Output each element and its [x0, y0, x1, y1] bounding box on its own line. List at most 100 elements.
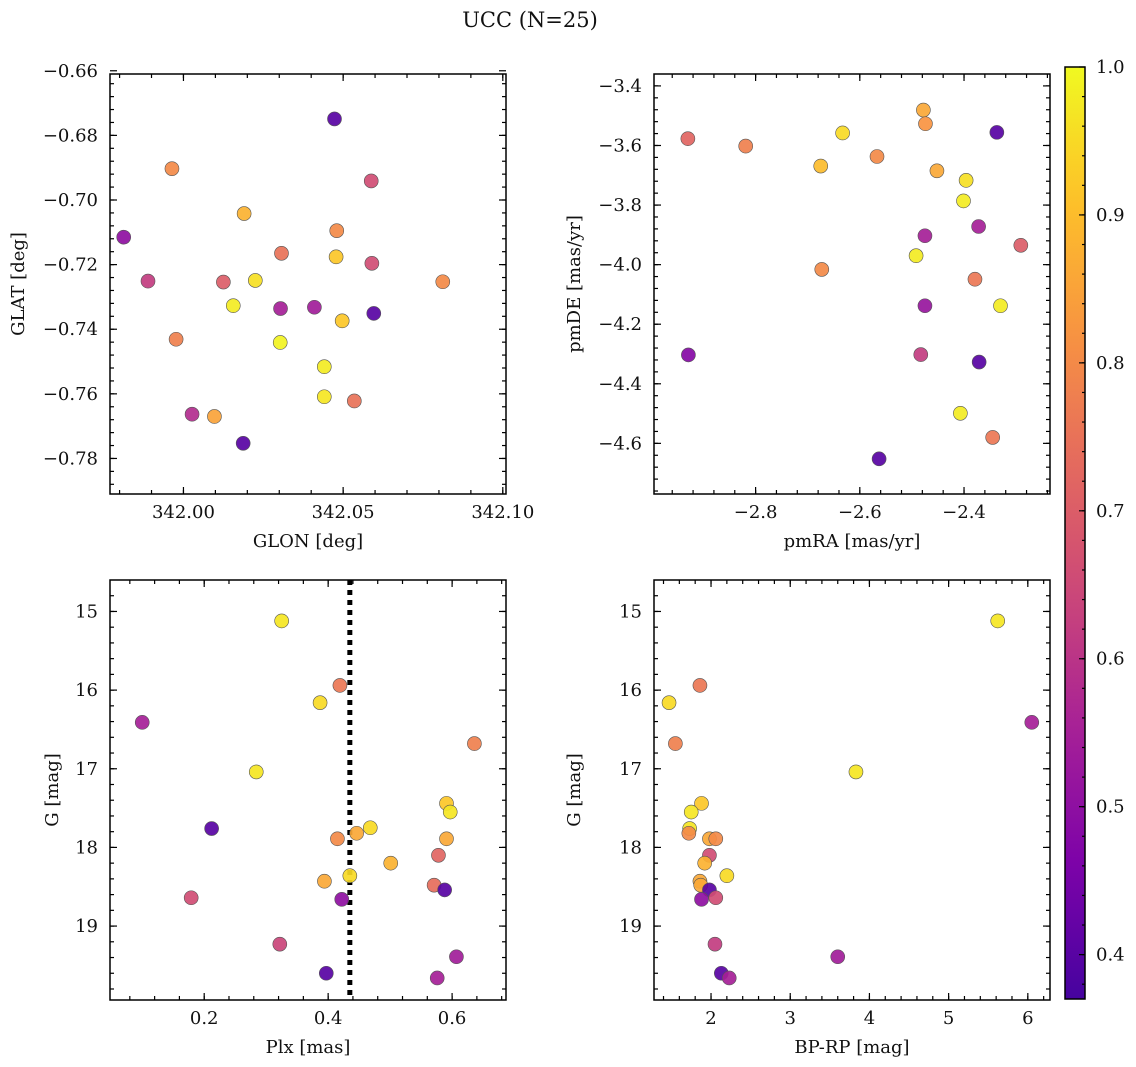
y-tick-label: −0.78	[43, 448, 98, 469]
data-point	[971, 354, 987, 370]
y-tick-label: 19	[75, 916, 98, 937]
y-tick-label: 17	[619, 759, 642, 780]
data-point	[814, 262, 830, 277]
data-point	[364, 256, 380, 271]
data-point	[363, 173, 379, 189]
data-point	[236, 206, 252, 221]
data-point	[985, 430, 1000, 445]
colorbar-tick-label: 0.5	[1096, 797, 1125, 818]
x-tick-label: 4	[864, 1008, 875, 1029]
data-point	[272, 335, 288, 350]
data-point	[449, 949, 464, 965]
data-point	[204, 821, 219, 836]
x-tick-label: 3	[784, 1008, 795, 1029]
y-tick-label: −4.4	[598, 374, 642, 395]
data-point	[989, 125, 1005, 140]
data-point	[953, 405, 968, 421]
colorbar-tick-label: 0.4	[1096, 945, 1125, 966]
y-tick-label: −0.74	[43, 319, 98, 340]
data-point	[708, 831, 724, 847]
data-point	[813, 158, 829, 174]
data-point	[342, 868, 358, 884]
axes-frame	[653, 579, 1051, 1001]
x-tick-label: 0.2	[190, 1008, 219, 1029]
data-point	[347, 393, 362, 409]
data-point	[990, 613, 1006, 629]
y-tick-label: 18	[619, 837, 642, 858]
data-point	[971, 219, 986, 234]
data-point	[908, 248, 924, 264]
y-tick-label: 17	[75, 759, 98, 780]
data-point	[317, 873, 332, 889]
data-point	[248, 273, 263, 288]
data-point	[134, 715, 150, 730]
data-point	[332, 678, 348, 693]
panel-cmd: 2 3 4 5 6 15 16 17 18 19 BP-RP [mag] G [mag]	[564, 579, 1051, 1058]
data-point	[437, 882, 452, 898]
data-point	[916, 102, 931, 118]
x-tick-label: 0.6	[438, 1008, 467, 1029]
x-tick-label: 6	[1022, 1008, 1033, 1029]
data-point	[274, 613, 289, 629]
data-point	[917, 228, 933, 244]
data-point	[721, 970, 737, 986]
x-tick-label: 2	[705, 1008, 716, 1029]
colorbar-tick-label: 0.8	[1096, 353, 1125, 374]
data-point	[349, 825, 364, 841]
data-point	[435, 274, 451, 290]
y-tick-label: 16	[75, 680, 98, 701]
data-point	[318, 965, 334, 981]
data-point	[668, 736, 683, 751]
figure-title: UCC (N=25)	[462, 8, 598, 32]
data-point	[307, 299, 322, 315]
data-point	[913, 347, 929, 362]
data-point	[362, 820, 378, 836]
data-point	[680, 131, 696, 146]
y-tick-label: −0.68	[43, 125, 98, 146]
x-tick-label: 342.05	[312, 502, 375, 523]
y-tick-label: −3.8	[598, 195, 642, 216]
data-point	[168, 331, 184, 347]
data-point	[442, 804, 458, 820]
data-point	[694, 892, 709, 907]
data-point	[661, 695, 677, 710]
axes-frame	[109, 579, 507, 1001]
data-point	[330, 831, 345, 847]
data-point	[366, 306, 382, 321]
colorbar-tick-label: 1.0	[1096, 57, 1125, 78]
data-point	[116, 229, 132, 245]
data-point	[225, 298, 241, 313]
panel-plx-g: 0.2 0.4 0.6 15 16 17 18 19 Plx [mas] G [mag]	[42, 579, 507, 1058]
y-tick-label: 18	[75, 837, 98, 858]
data-point	[439, 831, 454, 847]
y-tick-label: −0.70	[43, 190, 98, 211]
x-axis-label: pmRA [mas/yr]	[784, 531, 921, 552]
colorbar-tick-label: 0.6	[1096, 649, 1125, 670]
x-tick-label: −2.8	[734, 502, 778, 523]
x-axis-label: BP-RP [mag]	[794, 1037, 909, 1058]
data-point	[334, 313, 350, 329]
data-point	[327, 111, 342, 127]
data-point	[918, 116, 933, 132]
data-point	[929, 163, 945, 179]
data-point	[248, 764, 264, 780]
data-point	[1024, 715, 1040, 730]
data-point	[835, 125, 850, 141]
data-point	[329, 223, 345, 238]
y-axis-label: G [mag]	[564, 753, 585, 826]
axes-frame	[653, 73, 1051, 495]
y-tick-label: −0.76	[43, 384, 98, 405]
data-point	[738, 138, 754, 154]
y-tick-label: −0.72	[43, 255, 98, 276]
x-tick-label: 342.00	[152, 502, 215, 523]
y-tick-label: 15	[75, 601, 98, 622]
colorbar-gradient	[1064, 66, 1086, 1000]
y-tick-label: 16	[619, 680, 642, 701]
x-tick-label: 0.4	[314, 1008, 343, 1029]
x-tick-label: −2.6	[838, 502, 882, 523]
data-point	[312, 695, 328, 710]
data-point	[383, 855, 399, 871]
data-point	[140, 273, 156, 289]
data-point	[917, 298, 933, 314]
